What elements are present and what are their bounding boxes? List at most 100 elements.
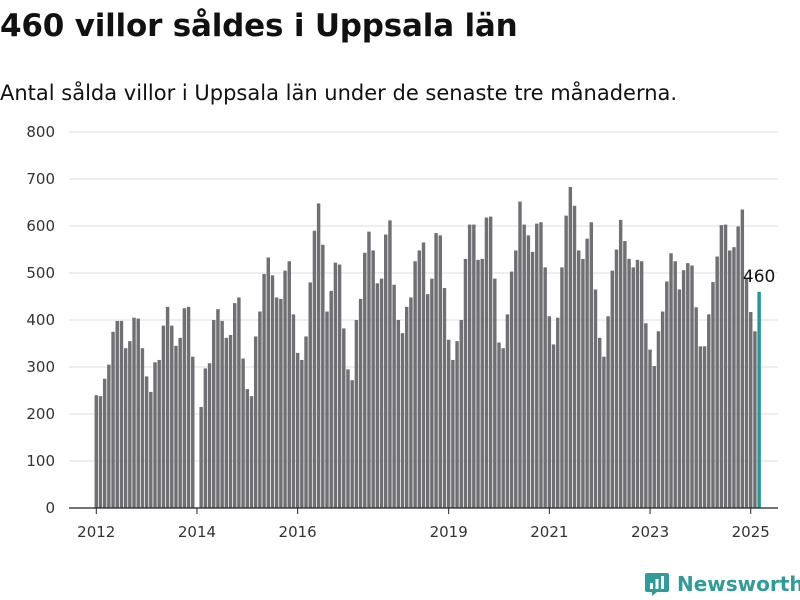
y-tick-label: 500	[26, 264, 55, 282]
bar	[455, 341, 459, 508]
bar	[388, 220, 392, 509]
bar	[300, 359, 304, 508]
bar	[153, 362, 157, 508]
bar	[417, 250, 422, 508]
bar	[681, 270, 686, 508]
chart-subtitle: Antal sålda villor i Uppsala län under d…	[0, 81, 678, 105]
bar	[161, 325, 166, 508]
bar	[333, 262, 338, 508]
bar	[560, 267, 564, 508]
bar	[400, 333, 405, 508]
bar	[165, 306, 170, 508]
x-tick-label: 2014	[178, 523, 216, 541]
bar	[530, 251, 535, 508]
bar	[430, 278, 434, 508]
bar	[316, 203, 321, 508]
bar	[459, 320, 463, 508]
x-tick-label: 2021	[530, 523, 568, 541]
y-tick-label: 700	[26, 170, 55, 188]
bar	[694, 307, 698, 508]
bar	[656, 331, 661, 508]
bar	[572, 205, 577, 509]
bar	[111, 331, 115, 508]
bar	[597, 337, 602, 508]
bar	[593, 289, 598, 508]
bar	[677, 289, 682, 508]
bar	[325, 311, 329, 508]
bar	[258, 311, 262, 508]
bar	[119, 320, 124, 508]
bar	[346, 369, 350, 508]
bar	[384, 234, 388, 508]
bar	[434, 233, 438, 509]
bar	[719, 225, 724, 508]
bar	[686, 263, 690, 508]
bar	[295, 352, 300, 508]
bar	[493, 278, 497, 508]
bar	[463, 258, 468, 508]
bar	[379, 278, 384, 508]
bar	[539, 222, 543, 509]
bar	[610, 270, 615, 508]
bar	[522, 224, 526, 508]
bar	[753, 331, 757, 508]
bar	[266, 257, 270, 508]
bar	[702, 346, 707, 508]
x-tick-label: 2019	[430, 523, 468, 541]
bar	[606, 316, 610, 508]
bar	[736, 226, 740, 508]
bar	[270, 275, 275, 508]
bar	[262, 273, 266, 508]
bar-highlight	[757, 291, 761, 508]
bar	[237, 297, 241, 508]
bar	[673, 261, 677, 508]
bar	[224, 337, 229, 508]
bar	[249, 396, 254, 508]
y-tick-label: 600	[26, 217, 55, 235]
bar	[102, 378, 107, 508]
bar	[556, 317, 560, 508]
bar	[669, 253, 673, 508]
newsworthy-brand: Newsworthy	[644, 568, 800, 600]
bar	[711, 281, 715, 508]
x-tick-label: 2012	[77, 523, 115, 541]
bar	[648, 349, 652, 508]
bar	[451, 359, 455, 508]
bar	[639, 261, 644, 508]
bar	[203, 368, 208, 508]
bar	[274, 297, 279, 508]
bar	[438, 235, 443, 508]
y-tick-label: 300	[26, 358, 55, 376]
y-tick-label: 400	[26, 311, 55, 329]
newsworthy-logo-icon	[645, 573, 669, 596]
x-tick-label: 2025	[732, 523, 770, 541]
x-tick-label: 2023	[631, 523, 669, 541]
bar	[321, 244, 325, 509]
y-tick-label: 100	[26, 452, 55, 470]
bar	[304, 336, 308, 508]
y-tick-label: 800	[26, 123, 55, 141]
bar	[191, 356, 195, 508]
y-tick-label: 0	[45, 499, 55, 517]
bar	[535, 223, 539, 508]
bar	[182, 308, 187, 508]
bar	[329, 290, 333, 508]
bar	[354, 320, 359, 508]
bar	[665, 281, 669, 508]
bar	[371, 250, 375, 508]
bar	[216, 309, 220, 508]
bar	[283, 270, 287, 508]
bar	[107, 364, 111, 508]
bar	[367, 231, 371, 508]
bar	[396, 320, 401, 508]
bar	[715, 256, 719, 508]
bar	[568, 186, 573, 509]
bar	[581, 258, 585, 508]
bar	[631, 267, 635, 508]
bar	[497, 342, 501, 508]
bar	[342, 328, 346, 508]
x-tick-label: 2016	[279, 523, 317, 541]
y-tick-label: 200	[26, 405, 55, 423]
bar	[170, 325, 174, 508]
bar	[363, 252, 367, 508]
